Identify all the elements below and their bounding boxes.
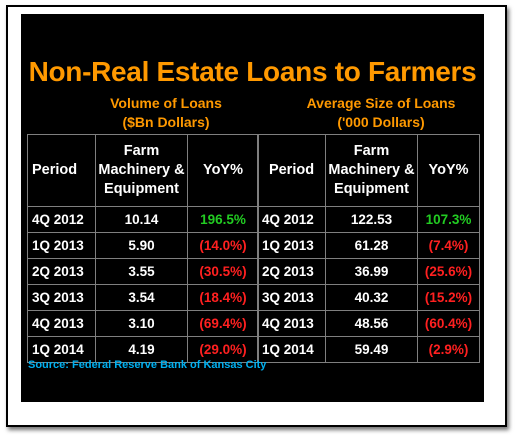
period-cell: 4Q 2012 [27, 206, 96, 233]
table-row: 3Q 2013 40.32 (15.2%) [257, 284, 480, 311]
right-subtitle-line1: Average Size of Loans [306, 95, 456, 111]
yoy-cell: 107.3% [417, 206, 480, 233]
period-cell: 4Q 2013 [257, 310, 326, 337]
header-value-line: Equipment [104, 181, 179, 197]
table-row: 1Q 2014 59.49 (2.9%) [257, 336, 480, 363]
header-period: Period [257, 134, 326, 207]
period-cell: 1Q 2013 [27, 232, 96, 259]
period-cell: 1Q 2013 [257, 232, 326, 259]
value-cell: 36.99 [325, 258, 418, 285]
yoy-cell: (18.4%) [187, 284, 259, 311]
value-cell: 122.53 [325, 206, 418, 233]
yoy-cell: (29.0%) [187, 336, 259, 363]
left-subtitle-line2: ($Bn Dollars) [122, 114, 210, 130]
period-cell: 2Q 2013 [257, 258, 326, 285]
table-row: 4Q 2013 3.10 (69.4%) [27, 310, 259, 337]
left-table-subtitle: Volume of Loans ($Bn Dollars) [81, 94, 251, 132]
yoy-cell: (30.5%) [187, 258, 259, 285]
header-period: Period [27, 134, 96, 207]
right-table-subtitle: Average Size of Loans ('000 Dollars) [281, 94, 481, 132]
value-cell: 10.14 [95, 206, 188, 233]
value-cell: 3.10 [95, 310, 188, 337]
table-row: 4Q 2012 122.53 107.3% [257, 206, 480, 233]
table-row: 1Q 2014 4.19 (29.0%) [27, 336, 259, 363]
header-value: Farm Machinery & Equipment [325, 134, 418, 207]
period-cell: 1Q 2014 [257, 336, 326, 363]
header-value-line: Farm [353, 143, 390, 159]
yoy-cell: 196.5% [187, 206, 259, 233]
yoy-cell: (60.4%) [417, 310, 480, 337]
yoy-cell: (69.4%) [187, 310, 259, 337]
volume-of-loans-table: Period Farm Machinery & Equipment YoY% 4… [27, 134, 259, 363]
header-value: Farm Machinery & Equipment [95, 134, 188, 207]
value-cell: 40.32 [325, 284, 418, 311]
header-yoy: YoY% [417, 134, 480, 207]
table-row: 1Q 2013 5.90 (14.0%) [27, 232, 259, 259]
yoy-cell: (14.0%) [187, 232, 259, 259]
value-cell: 59.49 [325, 336, 418, 363]
value-cell: 4.19 [95, 336, 188, 363]
table-row: 2Q 2013 36.99 (25.6%) [257, 258, 480, 285]
yoy-cell: (7.4%) [417, 232, 480, 259]
table-row: 4Q 2013 48.56 (60.4%) [257, 310, 480, 337]
header-value-line: Equipment [334, 181, 409, 197]
table-row: 3Q 2013 3.54 (18.4%) [27, 284, 259, 311]
header-value-line: Machinery & [98, 162, 185, 178]
period-cell: 3Q 2013 [27, 284, 96, 311]
header-value-line: Farm [123, 143, 160, 159]
value-cell: 61.28 [325, 232, 418, 259]
header-yoy: YoY% [187, 134, 259, 207]
left-subtitle-line1: Volume of Loans [110, 95, 222, 111]
source-note: Source: Federal Reserve Bank of Kansas C… [28, 359, 267, 371]
table-row: 2Q 2013 3.55 (30.5%) [27, 258, 259, 285]
table-header-row: Period Farm Machinery & Equipment YoY% [27, 134, 259, 207]
table-header-row: Period Farm Machinery & Equipment YoY% [257, 134, 480, 207]
table-row: 1Q 2013 61.28 (7.4%) [257, 232, 480, 259]
period-cell: 3Q 2013 [257, 284, 326, 311]
yoy-cell: (2.9%) [417, 336, 480, 363]
period-cell: 2Q 2013 [27, 258, 96, 285]
table-row: 4Q 2012 10.14 196.5% [27, 206, 259, 233]
period-cell: 4Q 2013 [27, 310, 96, 337]
value-cell: 3.54 [95, 284, 188, 311]
period-cell: 1Q 2014 [27, 336, 96, 363]
yoy-cell: (15.2%) [417, 284, 480, 311]
yoy-cell: (25.6%) [417, 258, 480, 285]
header-value-line: Machinery & [328, 162, 415, 178]
slide-title: Non-Real Estate Loans to Farmers [28, 56, 477, 87]
average-size-of-loans-table: Period Farm Machinery & Equipment YoY% 4… [257, 134, 480, 363]
slide: Non-Real Estate Loans to Farmers Volume … [21, 14, 484, 402]
right-subtitle-line2: ('000 Dollars) [337, 114, 425, 130]
value-cell: 48.56 [325, 310, 418, 337]
value-cell: 3.55 [95, 258, 188, 285]
period-cell: 4Q 2012 [257, 206, 326, 233]
value-cell: 5.90 [95, 232, 188, 259]
